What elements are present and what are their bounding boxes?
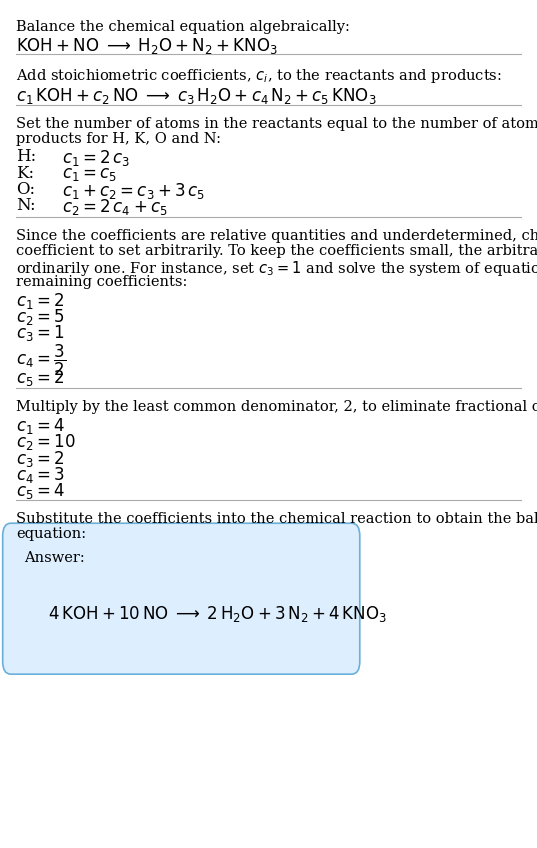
Text: $c_1\,\mathrm{KOH} + c_2\,\mathrm{NO} \;\longrightarrow\; c_3\,\mathrm{H_2O} + c: $c_1\,\mathrm{KOH} + c_2\,\mathrm{NO} \;… xyxy=(16,86,376,106)
Text: $c_3 = 1$: $c_3 = 1$ xyxy=(16,323,64,343)
Text: Add stoichiometric coefficients, $c_i$, to the reactants and products:: Add stoichiometric coefficients, $c_i$, … xyxy=(16,67,502,85)
Text: Answer:: Answer: xyxy=(24,551,85,566)
Text: Set the number of atoms in the reactants equal to the number of atoms in the: Set the number of atoms in the reactants… xyxy=(16,117,537,131)
Text: Multiply by the least common denominator, 2, to eliminate fractional coefficient: Multiply by the least common denominator… xyxy=(16,400,537,415)
Text: Balance the chemical equation algebraically:: Balance the chemical equation algebraica… xyxy=(16,20,350,34)
Text: $4\,\mathrm{KOH} + 10\,\mathrm{NO} \;\longrightarrow\; 2\,\mathrm{H_2O} + 3\,\ma: $4\,\mathrm{KOH} + 10\,\mathrm{NO} \;\lo… xyxy=(48,604,387,624)
Text: coefficient to set arbitrarily. To keep the coefficients small, the arbitrary va: coefficient to set arbitrarily. To keep … xyxy=(16,244,537,259)
Text: $c_1 + c_2 = c_3 + 3\,c_5$: $c_1 + c_2 = c_3 + 3\,c_5$ xyxy=(62,181,205,201)
Text: ordinarily one. For instance, set $c_3 = 1$ and solve the system of equations fo: ordinarily one. For instance, set $c_3 =… xyxy=(16,259,537,278)
Text: $c_4 = \dfrac{3}{2}$: $c_4 = \dfrac{3}{2}$ xyxy=(16,343,66,378)
Text: $c_4 = 3$: $c_4 = 3$ xyxy=(16,465,65,485)
Text: $c_2 = 5$: $c_2 = 5$ xyxy=(16,307,64,327)
Text: $c_1 = c_5$: $c_1 = c_5$ xyxy=(62,165,117,182)
Text: products for H, K, O and N:: products for H, K, O and N: xyxy=(16,132,221,147)
Text: $c_1 = 2\,c_3$: $c_1 = 2\,c_3$ xyxy=(62,148,130,169)
Text: $c_2 = 2\,c_4 + c_5$: $c_2 = 2\,c_4 + c_5$ xyxy=(62,197,168,217)
Text: equation:: equation: xyxy=(16,527,86,542)
Text: H:: H: xyxy=(16,148,37,165)
Text: N:: N: xyxy=(16,197,36,214)
Text: $c_1 = 4$: $c_1 = 4$ xyxy=(16,416,65,437)
Text: $c_5 = 4$: $c_5 = 4$ xyxy=(16,481,65,501)
Text: Substitute the coefficients into the chemical reaction to obtain the balanced: Substitute the coefficients into the che… xyxy=(16,512,537,527)
FancyBboxPatch shape xyxy=(3,523,360,674)
Text: $c_2 = 10$: $c_2 = 10$ xyxy=(16,432,76,453)
Text: $c_5 = 2$: $c_5 = 2$ xyxy=(16,368,64,388)
Text: $\mathrm{KOH + NO} \;\longrightarrow\; \mathrm{H_2O + N_2 + KNO_3}$: $\mathrm{KOH + NO} \;\longrightarrow\; \… xyxy=(16,36,278,57)
Text: $c_1 = 2$: $c_1 = 2$ xyxy=(16,291,64,311)
Text: remaining coefficients:: remaining coefficients: xyxy=(16,275,187,289)
Text: K:: K: xyxy=(16,165,34,181)
Text: O:: O: xyxy=(16,181,35,198)
Text: $c_3 = 2$: $c_3 = 2$ xyxy=(16,449,64,469)
Text: Since the coefficients are relative quantities and underdetermined, choose a: Since the coefficients are relative quan… xyxy=(16,229,537,243)
